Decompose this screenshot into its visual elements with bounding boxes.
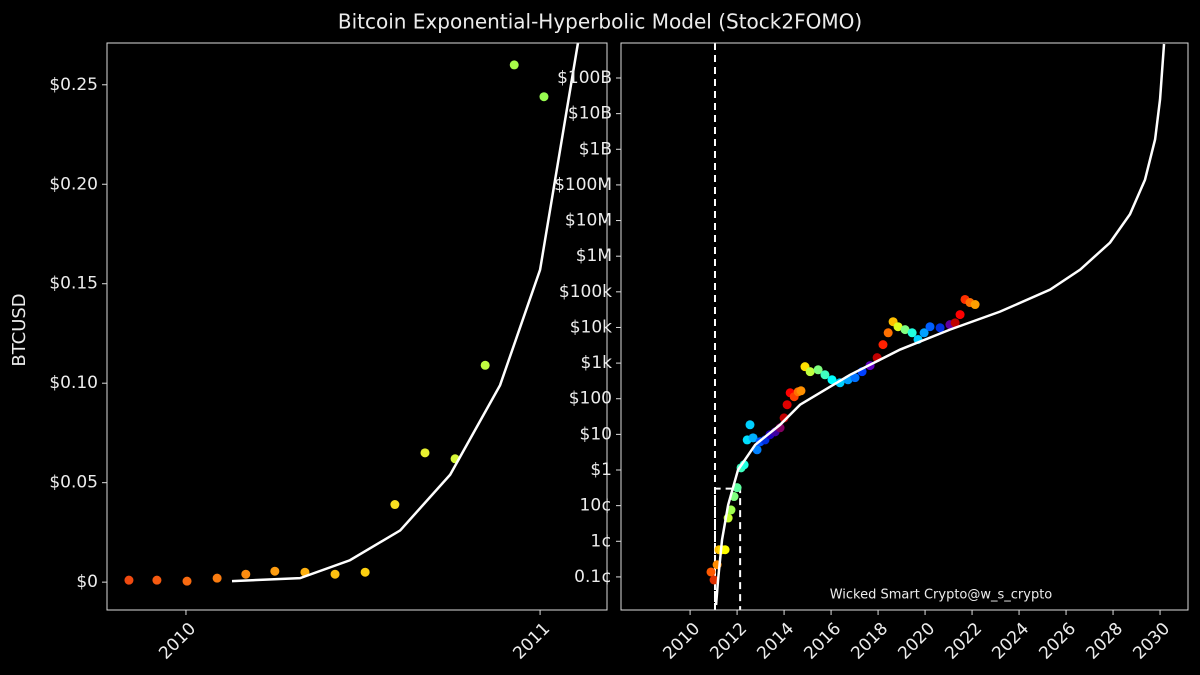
data-point <box>827 375 837 385</box>
data-point <box>970 300 980 310</box>
y-tick-label: $10M <box>565 211 612 231</box>
data-point <box>706 567 716 577</box>
y-tick-label: 1¢ <box>590 531 612 551</box>
y-tick-label: $0.15 <box>49 274 98 294</box>
data-point <box>820 370 830 380</box>
data-point <box>955 310 965 320</box>
data-point <box>919 328 929 338</box>
data-point <box>782 400 792 410</box>
data-point <box>360 567 370 577</box>
data-point <box>893 322 903 332</box>
y-tick-label: $1B <box>579 139 612 159</box>
data-point <box>509 60 519 70</box>
data-point <box>390 500 400 510</box>
y-axis-label: BTCUSD <box>9 293 30 366</box>
y-tick-label: $1k <box>581 353 613 373</box>
annotation: Wicked Smart Crypto@w_s_crypto <box>830 588 1053 603</box>
plot-frame <box>106 42 608 611</box>
data-point <box>813 365 823 375</box>
data-point <box>850 373 860 383</box>
y-tick-label: $100 <box>569 389 612 409</box>
y-tick-label: 0.1¢ <box>574 567 612 587</box>
data-point <box>270 566 280 576</box>
data-point <box>182 576 192 586</box>
y-tick-label: $0.25 <box>49 75 98 95</box>
data-point <box>925 322 935 332</box>
y-tick-label: $1 <box>590 460 612 480</box>
data-point <box>539 92 549 102</box>
data-point <box>709 575 719 585</box>
data-point <box>878 340 888 350</box>
y-tick-label: $0.20 <box>49 174 98 194</box>
data-point <box>745 420 755 430</box>
data-point <box>212 573 222 583</box>
y-tick-label: $10 <box>580 424 612 444</box>
y-tick-label: $0 <box>76 572 98 592</box>
y-tick-label: $100B <box>557 68 612 88</box>
data-point <box>420 448 430 458</box>
y-tick-label: $100M <box>554 175 612 195</box>
chart-title: Bitcoin Exponential-Hyperbolic Model (St… <box>338 10 862 34</box>
y-tick-label: $100k <box>559 282 612 302</box>
data-point <box>883 328 893 338</box>
data-point <box>480 360 490 370</box>
model-curve <box>714 43 1166 606</box>
data-point <box>950 318 960 328</box>
data-point <box>907 328 917 338</box>
y-tick-label: $1M <box>576 246 612 266</box>
data-point <box>330 569 340 579</box>
data-point <box>720 545 730 555</box>
y-tick-label: 10¢ <box>580 496 612 516</box>
data-point <box>900 325 910 335</box>
data-point <box>241 569 251 579</box>
plot-frame <box>620 42 1189 611</box>
data-point <box>748 433 758 443</box>
y-tick-label: $10B <box>568 104 612 124</box>
data-point <box>805 367 815 377</box>
model-curve <box>231 43 580 583</box>
data-point <box>796 386 806 396</box>
data-point <box>152 575 162 585</box>
y-tick-label: $0.05 <box>49 473 98 493</box>
y-tick-label: $0.10 <box>49 373 98 393</box>
data-point <box>124 575 134 585</box>
y-tick-label: $10k <box>570 317 612 337</box>
data-point <box>935 323 945 333</box>
